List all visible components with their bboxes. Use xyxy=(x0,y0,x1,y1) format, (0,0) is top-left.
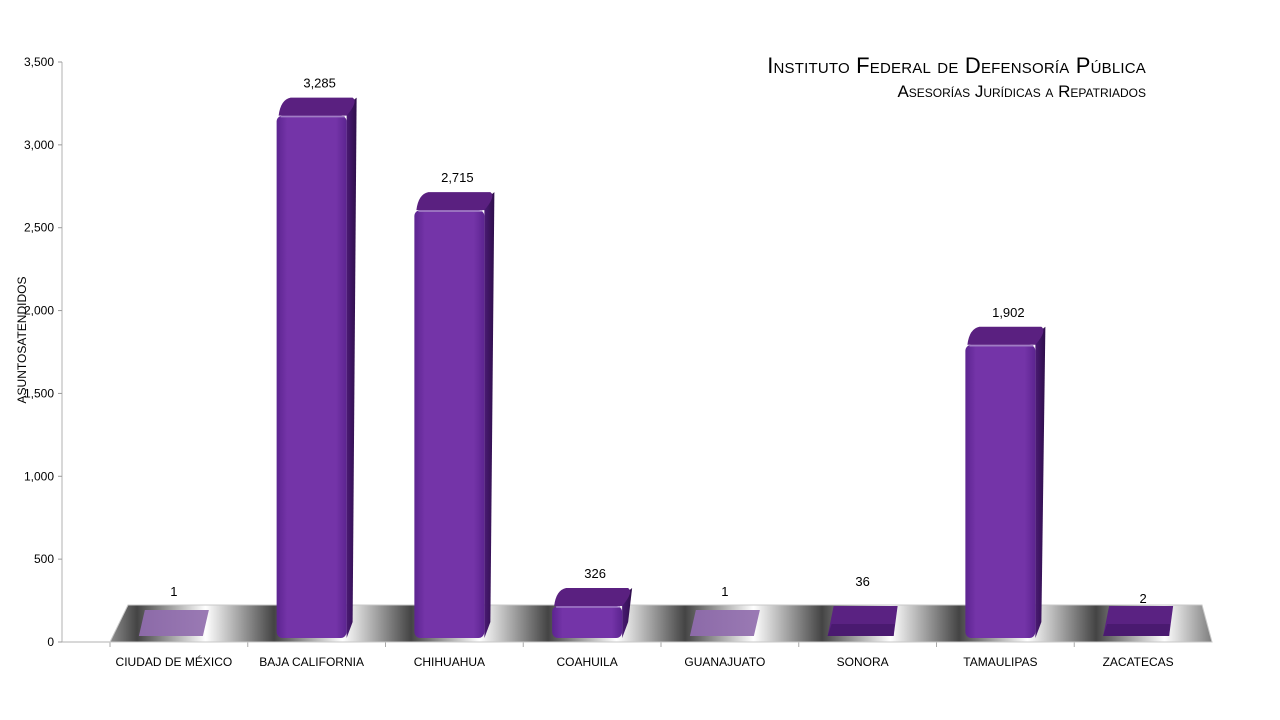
bar xyxy=(276,97,357,639)
y-tick-label: 0 xyxy=(47,635,54,649)
chart-floor xyxy=(109,604,1213,643)
data-label: 3,285 xyxy=(303,76,336,91)
bar xyxy=(414,192,495,639)
data-label: 2,715 xyxy=(441,170,474,185)
x-tick-label: TAMAULIPAS xyxy=(963,655,1037,669)
bar-shape xyxy=(138,610,209,636)
floor xyxy=(109,604,1213,643)
bar-side xyxy=(484,192,495,639)
y-tick-label: 2,000 xyxy=(24,304,54,318)
data-label: 36 xyxy=(855,574,869,589)
y-tick-label: 3,500 xyxy=(24,55,54,69)
data-label: 2 xyxy=(1140,591,1147,606)
y-tick-label: 1,500 xyxy=(24,386,54,400)
y-tick-label: 2,500 xyxy=(24,221,54,235)
data-label: 1 xyxy=(721,584,728,599)
x-tick-label: CIUDAD DE MÉXICO xyxy=(116,654,233,669)
bar-side xyxy=(346,97,357,639)
y-tick-label: 1,000 xyxy=(24,469,54,483)
x-tick-label: ZACATECAS xyxy=(1103,655,1174,669)
x-tick-label: SONORA xyxy=(837,655,889,669)
y-axis-label: ASUNTOSATENDIDOS xyxy=(15,276,29,404)
bar-front xyxy=(552,605,623,638)
bar-top xyxy=(278,97,355,116)
bars xyxy=(138,97,1174,639)
title-block: Instituto Federal de Defensoría Pública … xyxy=(767,52,1146,104)
data-label: 1,902 xyxy=(992,305,1025,320)
y-tick-label: 500 xyxy=(34,552,54,566)
data-label: 1 xyxy=(170,584,177,599)
bar-front xyxy=(276,115,347,639)
bar xyxy=(689,610,760,636)
bar-top xyxy=(554,587,631,606)
bar-top xyxy=(416,192,493,211)
bar xyxy=(827,606,898,636)
x-tick-label: CHIHUAHUA xyxy=(414,655,485,669)
x-tick-label: COAHUILA xyxy=(556,655,617,669)
bar xyxy=(138,610,209,636)
bar-shape-front xyxy=(827,624,895,636)
bar-front xyxy=(414,210,485,639)
x-tick-label: BAJA CALIFORNIA xyxy=(259,655,364,669)
x-tick-label: GUANAJUATO xyxy=(684,655,765,669)
bar-top xyxy=(967,326,1044,345)
y-tick-label: 3,000 xyxy=(24,138,54,152)
bar-side xyxy=(1035,326,1046,638)
bar-front xyxy=(965,344,1036,638)
data-label: 326 xyxy=(584,566,606,581)
bar xyxy=(965,326,1046,638)
chart-title: Instituto Federal de Defensoría Pública xyxy=(767,53,1146,78)
bar xyxy=(552,587,633,638)
bar xyxy=(1103,606,1174,636)
bar-shape xyxy=(689,610,760,636)
labels: CIUDAD DE MÉXICO 1 BAJA CALIFORNIA 3,285 CHI… xyxy=(116,76,1174,669)
chart-subtitle: Asesorías Jurídicas a Repatriados xyxy=(897,82,1146,101)
bar-shape-front xyxy=(1103,624,1171,636)
